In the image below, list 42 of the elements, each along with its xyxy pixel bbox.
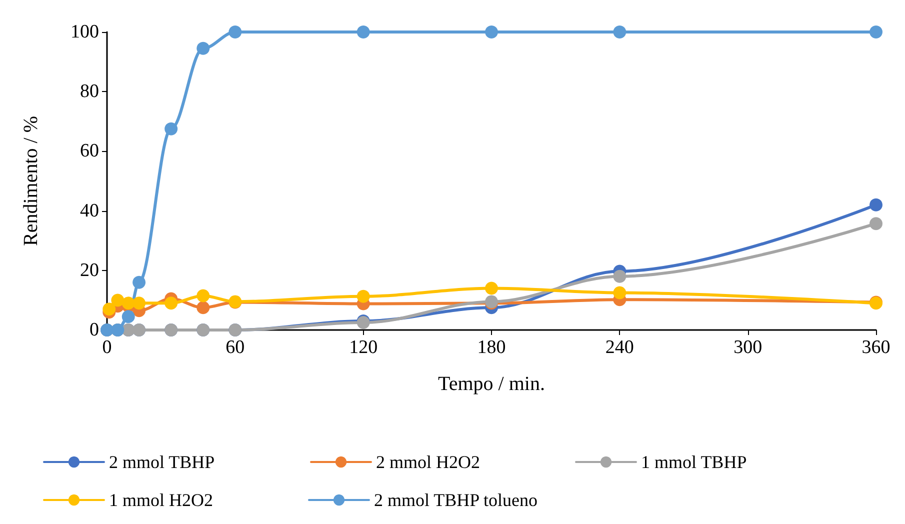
point [356,26,370,38]
x-tick-label: 180 [477,337,506,358]
legend-label: 1 mmol TBHP [641,452,747,472]
y-tick-label: 40 [80,200,99,222]
point [164,122,178,136]
point [132,296,146,310]
y-tick-label: 80 [80,81,99,102]
point [102,302,116,316]
y-tick-label: 0 [90,320,99,340]
point [164,296,178,310]
x-tick-label: 300 [734,337,762,358]
x-tick-label: 240 [605,337,634,358]
point [485,282,498,295]
point [122,310,135,324]
point [196,289,210,302]
point [196,301,210,314]
x-tick-label: 360 [862,337,890,358]
point [870,217,882,230]
point [122,296,135,310]
point [132,276,146,289]
y-tick-label: 100 [70,22,99,42]
y-tick-label: 20 [80,260,99,281]
point [356,290,370,303]
point [196,42,210,55]
point [613,270,626,283]
x-axis-title: Tempo / min. [438,373,545,395]
legend-label: 2 mmol TBHP tolueno [374,490,538,510]
x-tick-label: 120 [349,337,378,358]
legend-label: 2 mmol H2O2 [376,452,480,472]
y-axis-title: Rendimento / % [20,116,42,246]
point [485,26,498,38]
point [228,26,242,38]
x-tick-label: 60 [226,337,245,358]
point [870,198,882,212]
legend-label: 1 mmol H2O2 [109,490,214,510]
point [613,286,626,300]
y-tick-label: 60 [80,140,99,162]
x-tick-label: 0 [102,337,112,358]
point [613,26,626,38]
legend-label: 2 mmol TBHP [109,452,215,472]
point [870,26,882,38]
point [111,294,124,307]
